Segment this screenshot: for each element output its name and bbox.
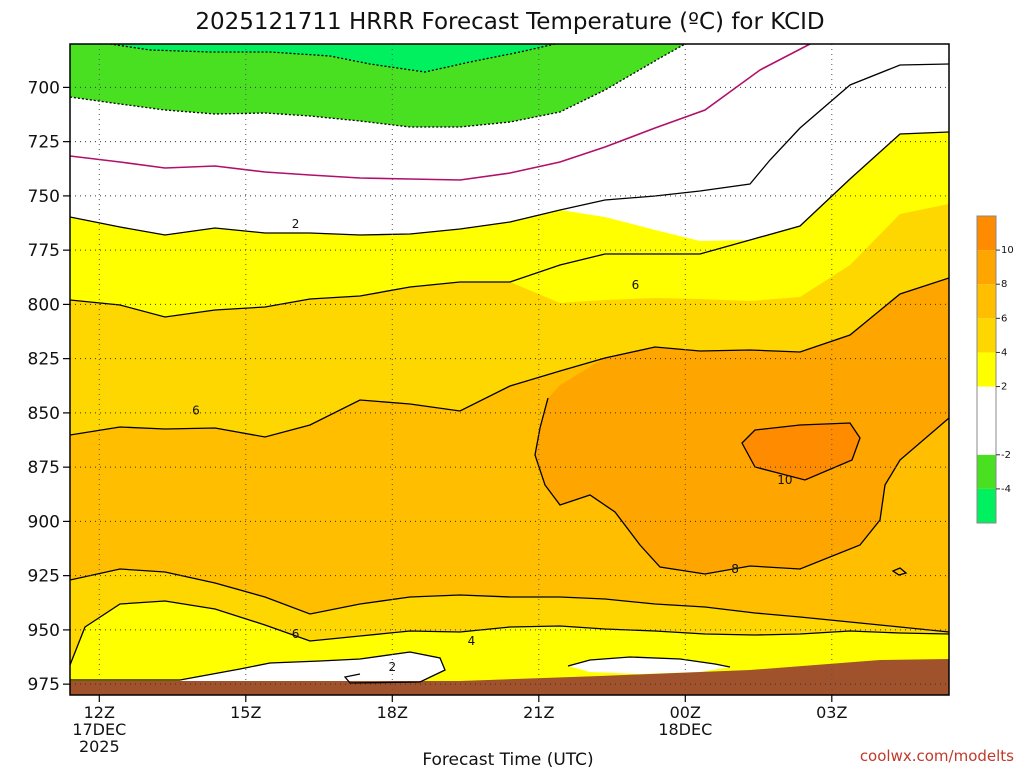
- contour-neg4: [109, 44, 556, 73]
- contour-8-loop: [534, 397, 949, 575]
- contour-labels: 2 6 6 10 8 6 4 2: [192, 217, 792, 674]
- y-tick-label: 975: [28, 675, 60, 695]
- band-gt-10: [742, 423, 860, 480]
- y-tick-label: 725: [28, 133, 60, 153]
- contour-label: 8: [731, 562, 739, 576]
- credit-link[interactable]: coolwx.com/modelts: [860, 747, 1014, 765]
- x-tick-label: 03Z: [816, 703, 847, 722]
- y-tick-label: 950: [28, 621, 60, 641]
- colorbar-swatch: [977, 216, 996, 251]
- plot-area: [70, 44, 949, 695]
- contour-label: 2: [388, 660, 396, 674]
- colorbar-label: 4: [1001, 347, 1007, 358]
- chart-title: 2025121711 HRRR Forecast Temperature (ºC…: [195, 9, 824, 35]
- y-axis: 700 725 750 775 800 825 850 875 900 925 950 975: [28, 78, 70, 695]
- contour-6: [70, 277, 949, 438]
- band-lt-neg4: [110, 44, 555, 72]
- colorbar-label: 10: [1001, 245, 1014, 256]
- x-tick-label: 12Z: [84, 703, 115, 722]
- y-tick-label: 875: [28, 458, 60, 478]
- x-tick-label: 18DEC: [658, 720, 712, 739]
- colorbar-label: 2: [1001, 382, 1007, 393]
- colorbar-swatch: [977, 488, 996, 523]
- plot-frame: [69, 43, 950, 696]
- grid: [70, 44, 949, 695]
- colorbar-swatch: [977, 318, 996, 353]
- contour-2-lower: [70, 651, 446, 684]
- band-8-10: [535, 278, 949, 574]
- contour-6-lower: [70, 568, 949, 633]
- contour-label: 4: [468, 634, 476, 648]
- colorbar-label: 8: [1001, 279, 1007, 290]
- contour-neg2: [70, 44, 686, 128]
- colorbar-swatch: [977, 352, 996, 387]
- y-tick-label: 750: [28, 187, 60, 207]
- band-0-2-lower: [180, 652, 445, 686]
- y-tick-label: 925: [28, 567, 60, 587]
- x-tick-label: 15Z: [230, 703, 261, 722]
- terrain: [70, 659, 949, 695]
- colorbar-label: -4: [1001, 484, 1011, 495]
- colorbar-label: 6: [1001, 313, 1007, 324]
- y-tick-label: 850: [28, 404, 60, 424]
- band-0-2-lower-right: [568, 657, 730, 674]
- contour-4: [70, 131, 949, 318]
- contour-8-small: [891, 567, 908, 576]
- contour-lines: [70, 44, 949, 684]
- colorbar-swatch: [977, 250, 996, 285]
- contour-label: 6: [632, 278, 640, 292]
- colorbar: -4 -2 2 4 6 8 10: [976, 215, 1014, 524]
- colorbar-swatch: [977, 420, 996, 455]
- contour-2: [70, 63, 949, 236]
- colorbar-swatch: [977, 454, 996, 489]
- contour-2-lower-right: [567, 656, 731, 668]
- x-tick-label: 2025: [79, 737, 120, 756]
- y-tick-label: 800: [28, 295, 60, 315]
- contour-label: 10: [777, 473, 792, 487]
- contour-label: 2: [292, 217, 300, 231]
- band-lt-neg2: [70, 44, 685, 127]
- contour-label: 6: [192, 404, 200, 418]
- colorbar-swatch: [977, 386, 996, 421]
- colorbar-label: -2: [1001, 450, 1011, 461]
- x-tick-label: 21Z: [523, 703, 554, 722]
- y-tick-label: 900: [28, 512, 60, 532]
- contour-zero: [70, 44, 811, 181]
- contour-label: 6: [292, 627, 300, 641]
- x-tick-label: 17DEC: [72, 720, 126, 739]
- colorbar-frame: [976, 215, 997, 524]
- contour-10: [741, 422, 861, 481]
- y-tick-label: 775: [28, 241, 60, 261]
- y-tick-label: 700: [28, 78, 60, 98]
- x-tick-label: 18Z: [377, 703, 408, 722]
- x-tick-label: 00Z: [670, 703, 701, 722]
- x-axis-label: Forecast Time (UTC): [422, 750, 593, 768]
- colorbar-swatch: [977, 284, 996, 319]
- y-tick-label: 825: [28, 350, 60, 370]
